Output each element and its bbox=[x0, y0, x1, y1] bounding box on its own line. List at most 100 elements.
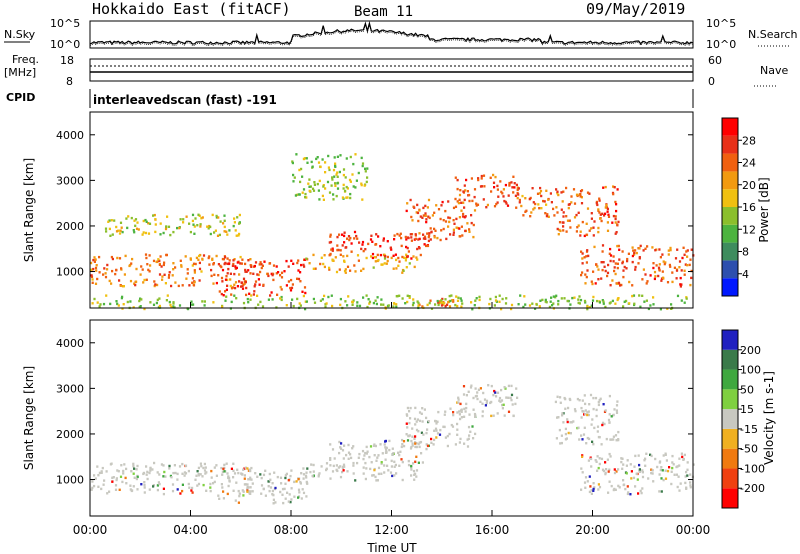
heatmap-cell bbox=[478, 295, 481, 299]
heatmap-cell bbox=[412, 469, 416, 473]
heatmap-cell bbox=[271, 489, 274, 493]
heatmap-cell bbox=[459, 409, 463, 412]
heatmap-cell bbox=[618, 258, 621, 261]
heatmap-cell bbox=[199, 253, 202, 257]
heatmap-cell bbox=[632, 249, 635, 252]
heatmap-cell bbox=[339, 475, 343, 479]
heatmap-cell bbox=[562, 412, 565, 415]
heatmap-cell bbox=[472, 235, 475, 239]
heatmap-cell bbox=[634, 265, 637, 269]
heatmap-cell bbox=[94, 258, 97, 261]
heatmap-cell bbox=[279, 274, 282, 277]
heatmap-cell bbox=[650, 471, 653, 475]
heatmap-cell bbox=[507, 194, 510, 197]
heatmap-cell bbox=[163, 273, 166, 276]
heatmap-cell bbox=[609, 247, 612, 251]
heatmap-cell bbox=[415, 211, 418, 214]
colorbar-segment bbox=[722, 349, 738, 370]
heatmap-cell bbox=[240, 281, 243, 285]
heatmap-cell bbox=[587, 254, 590, 258]
heatmap-cell bbox=[109, 463, 112, 466]
heatmap-cell bbox=[637, 454, 640, 457]
heatmap-cell bbox=[493, 186, 496, 189]
heatmap-cell bbox=[209, 489, 212, 493]
heatmap-cell bbox=[301, 290, 304, 293]
heatmap-cell bbox=[416, 211, 420, 215]
heatmap-cell bbox=[614, 488, 617, 491]
heatmap-cell bbox=[189, 230, 192, 234]
heatmap-cell bbox=[146, 477, 149, 481]
heatmap-cell bbox=[224, 278, 228, 281]
heatmap-cell bbox=[416, 418, 419, 421]
heatmap-cell bbox=[504, 387, 507, 390]
heatmap-cell bbox=[103, 479, 106, 482]
heatmap-cell bbox=[253, 290, 256, 293]
colorbar-tick-label: 100 bbox=[740, 364, 761, 377]
heatmap-cell bbox=[365, 445, 368, 449]
heatmap-cell bbox=[426, 444, 430, 448]
heatmap-cell bbox=[408, 296, 411, 299]
heatmap-cell bbox=[342, 187, 345, 190]
heatmap-cell bbox=[553, 214, 556, 217]
heatmap-cell bbox=[456, 299, 460, 302]
heatmap-cell bbox=[371, 256, 374, 260]
heatmap-cell bbox=[448, 432, 451, 436]
heatmap-cell bbox=[305, 476, 308, 479]
heatmap-cell bbox=[351, 300, 354, 304]
heatmap-cell bbox=[162, 492, 165, 496]
heatmap-cell bbox=[635, 472, 638, 475]
heatmap-cell bbox=[600, 443, 603, 446]
heatmap-cell bbox=[597, 400, 600, 404]
heatmap-cell bbox=[300, 263, 303, 267]
heatmap-cell bbox=[604, 461, 607, 464]
heatmap-cell bbox=[681, 455, 684, 459]
heatmap-cell bbox=[676, 248, 679, 251]
heatmap-cell bbox=[332, 464, 335, 468]
heatmap-cell bbox=[245, 293, 248, 297]
heatmap-cell bbox=[302, 263, 305, 267]
heatmap-cell bbox=[400, 236, 403, 240]
heatmap-cell bbox=[557, 416, 560, 419]
heatmap-cell bbox=[434, 229, 437, 232]
heatmap-cell bbox=[434, 303, 437, 306]
heatmap-cell bbox=[193, 271, 196, 274]
heatmap-cell bbox=[191, 281, 194, 284]
heatmap-cell bbox=[417, 238, 420, 241]
heatmap-cell bbox=[632, 294, 636, 297]
heatmap-cell bbox=[652, 266, 655, 270]
heatmap-cell bbox=[215, 216, 218, 219]
heatmap-cell bbox=[168, 274, 171, 277]
heatmap-cell bbox=[390, 465, 393, 468]
heatmap-cell bbox=[627, 491, 630, 494]
heatmap-cell bbox=[536, 192, 540, 195]
heatmap-cell bbox=[299, 482, 302, 485]
heatmap-cell bbox=[212, 482, 215, 485]
heatmap-cell bbox=[349, 453, 352, 456]
heatmap-cell bbox=[459, 402, 462, 406]
heatmap-cell bbox=[577, 224, 580, 227]
heatmap-cell bbox=[621, 457, 624, 460]
heatmap-cell bbox=[177, 284, 180, 288]
heatmap-cell bbox=[130, 216, 133, 220]
heatmap-cell bbox=[475, 202, 478, 205]
heatmap-cell bbox=[203, 300, 206, 303]
heatmap-cell bbox=[331, 176, 334, 179]
heatmap-cell bbox=[580, 488, 583, 491]
heatmap-cell bbox=[596, 469, 599, 472]
heatmap-cell bbox=[176, 488, 179, 491]
heatmap-cell bbox=[521, 194, 524, 198]
heatmap-cell bbox=[202, 254, 206, 257]
heatmap-cell bbox=[178, 465, 182, 468]
heatmap-cell bbox=[172, 471, 175, 475]
heatmap-cell bbox=[590, 423, 593, 426]
heatmap-cell bbox=[585, 222, 588, 225]
heatmap-cell bbox=[306, 467, 309, 470]
heatmap-cell bbox=[250, 265, 253, 268]
heatmap-cell bbox=[343, 465, 346, 468]
heatmap-cell bbox=[329, 443, 332, 446]
heatmap-cell bbox=[560, 434, 563, 437]
heatmap-cell bbox=[418, 419, 422, 423]
heatmap-cell bbox=[134, 283, 137, 287]
heatmap-cell bbox=[500, 388, 503, 392]
heatmap-cell bbox=[556, 227, 559, 231]
